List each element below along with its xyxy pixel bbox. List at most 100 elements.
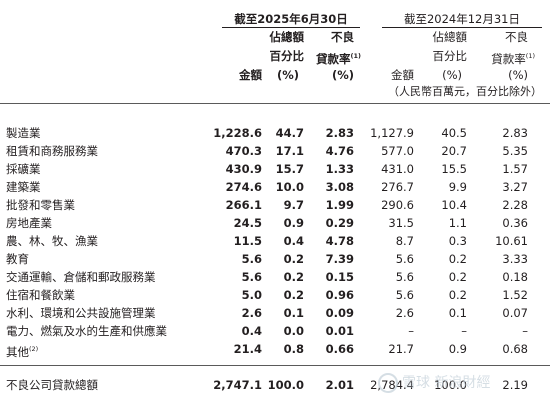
cell-amount-2025: 24.5	[233, 216, 262, 230]
cell-amount-2024: 577.0	[381, 144, 414, 158]
cell-share-2024: 0.9	[448, 342, 467, 356]
col-share-2025-unit: (%)	[276, 68, 299, 82]
col-npl-2025-line2: 貸款率(1)	[316, 51, 361, 66]
cell-share-2025: 0.9	[283, 216, 304, 230]
cell-amount-2025: 470.3	[225, 144, 262, 158]
cell-amount-2025: 2.6	[241, 306, 262, 320]
cell-amount-2024: 5.6	[395, 270, 414, 284]
cell-npl-2025: 0.15	[325, 270, 354, 284]
col-share-2024-line2: 百分比	[432, 49, 468, 63]
watermark: 雪球 新浪財經	[378, 369, 490, 397]
row-label: 租賃和商務服務業	[6, 144, 98, 158]
cell-amount-2024: 431.0	[381, 162, 414, 176]
cell-amount-2024: –	[408, 324, 414, 338]
cell-npl-2024: 0.07	[502, 306, 528, 320]
col-amount-2025: 金額	[239, 68, 262, 82]
cell-npl-2024: 0.68	[502, 342, 528, 356]
total-share-2024: 100.0	[434, 378, 467, 392]
cell-npl-2025: 0.29	[325, 216, 354, 230]
cell-share-2024: 0.2	[448, 288, 467, 302]
cell-amount-2024: 1,127.9	[370, 126, 414, 140]
row-label: 教育	[6, 252, 29, 266]
table-row: 採礦業 430.9 15.7 1.33 431.0 15.5 1.57	[0, 160, 550, 178]
subtotal-rule	[0, 365, 550, 366]
cell-amount-2024: 290.6	[381, 198, 414, 212]
cell-share-2025: 0.2	[283, 288, 304, 302]
cell-npl-2024: 1.57	[502, 162, 528, 176]
cell-amount-2025: 5.0	[241, 288, 262, 302]
header-rule	[0, 103, 550, 104]
cell-share-2025: 15.7	[275, 162, 304, 176]
cell-npl-2024: 3.33	[502, 252, 528, 266]
period-underline-2024	[382, 27, 542, 28]
cell-npl-2025: 4.78	[325, 234, 354, 248]
cell-npl-2025: 2.83	[325, 126, 354, 140]
period-header-2024: 截至2024年12月31日	[403, 12, 521, 26]
row-label: 交通運輸、倉儲和郵政服務業	[6, 270, 156, 284]
cell-npl-2024: 5.35	[502, 144, 528, 158]
cell-amount-2024: 5.6	[395, 252, 414, 266]
row-label-footnote: (2)	[29, 345, 39, 353]
cell-share-2024: 1.1	[448, 216, 467, 230]
cell-npl-2024: 0.36	[502, 216, 528, 230]
col-npl-2025-unit: (%)	[331, 68, 354, 82]
cell-amount-2025: 430.9	[225, 162, 262, 176]
col-share-2024-line1: 佔總額	[432, 30, 468, 44]
cell-amount-2025: 0.4	[241, 324, 262, 338]
row-label: 電力、燃氣及水的生產和供應業	[6, 324, 167, 338]
table-row: 批發和零售業 266.1 9.7 1.99 290.6 10.4 2.28	[0, 196, 550, 214]
row-label: 房地產業	[6, 216, 52, 230]
cell-share-2025: 10.0	[275, 180, 304, 194]
cell-npl-2024: 3.27	[502, 180, 528, 194]
table-row: 製造業 1,228.6 44.7 2.83 1,127.9 40.5 2.83	[0, 124, 550, 142]
cell-share-2025: 17.1	[275, 144, 304, 158]
cell-share-2024: 9.9	[448, 180, 467, 194]
cell-amount-2025: 21.4	[233, 342, 262, 356]
cell-npl-2025: 7.39	[325, 252, 354, 266]
row-label: 其他(2)	[6, 344, 39, 359]
total-row: 不良公司貸款總額 2,747.1 100.0 2.01 2,784.4 100.…	[0, 376, 550, 394]
cell-npl-2025: 0.09	[325, 306, 354, 320]
col-npl-2024-unit: (%)	[508, 68, 528, 82]
cell-share-2025: 0.8	[283, 342, 304, 356]
cell-npl-2025: 1.33	[325, 162, 354, 176]
table-row: 教育 5.6 0.2 7.39 5.6 0.2 3.33	[0, 250, 550, 268]
cell-amount-2025: 11.5	[233, 234, 262, 248]
cell-share-2025: 0.0	[283, 324, 304, 338]
col-share-2025-line2: 百分比	[269, 49, 305, 63]
col-share-2025-line1: 佔總額	[269, 30, 305, 44]
cell-share-2025: 9.7	[283, 198, 304, 212]
cell-share-2024: 20.7	[441, 144, 467, 158]
cell-amount-2024: 31.5	[388, 216, 414, 230]
table-row: 電力、燃氣及水的生產和供應業 0.4 0.0 0.01 – – –	[0, 322, 550, 340]
cell-share-2024: 0.2	[448, 252, 467, 266]
cell-npl-2024: 0.18	[502, 270, 528, 284]
cell-amount-2024: 2.6	[395, 306, 414, 320]
cell-share-2024: 0.3	[448, 234, 467, 248]
table-row: 租賃和商務服務業 470.3 17.1 4.76 577.0 20.7 5.35	[0, 142, 550, 160]
cell-npl-2024: 10.61	[495, 234, 528, 248]
cell-share-2025: 0.4	[283, 234, 304, 248]
row-label: 製造業	[6, 126, 41, 140]
cell-amount-2024: 8.7	[395, 234, 414, 248]
cell-amount-2024: 5.6	[395, 288, 414, 302]
table-row: 交通運輸、倉儲和郵政服務業 5.6 0.2 0.15 5.6 0.2 0.18	[0, 268, 550, 286]
total-amount-2025: 2,747.1	[213, 378, 262, 392]
cell-amount-2024: 276.7	[381, 180, 414, 194]
row-label: 水利、環境和公共設施管理業	[6, 306, 156, 320]
watermark-text: 雪球 新浪財經	[402, 375, 491, 391]
watermark-logo-icon	[378, 373, 398, 393]
cell-npl-2024: 2.28	[502, 198, 528, 212]
cell-npl-2025: 4.76	[325, 144, 354, 158]
total-npl-2024: 2.19	[502, 378, 528, 392]
col-npl-2024-line2: 貸款率(1)	[491, 51, 535, 66]
cell-amount-2025: 1,228.6	[213, 126, 262, 140]
cell-share-2025: 0.2	[283, 270, 304, 284]
cell-amount-2025: 5.6	[241, 252, 262, 266]
col-amount-2024: 金額	[391, 68, 414, 82]
cell-npl-2024: –	[522, 324, 528, 338]
cell-share-2024: 0.2	[448, 270, 467, 284]
cell-npl-2024: 1.52	[502, 288, 528, 302]
table-row: 其他(2) 21.4 0.8 0.66 21.7 0.9 0.68	[0, 340, 550, 359]
table-row: 住宿和餐飲業 5.0 0.2 0.96 5.6 0.2 1.52	[0, 286, 550, 304]
